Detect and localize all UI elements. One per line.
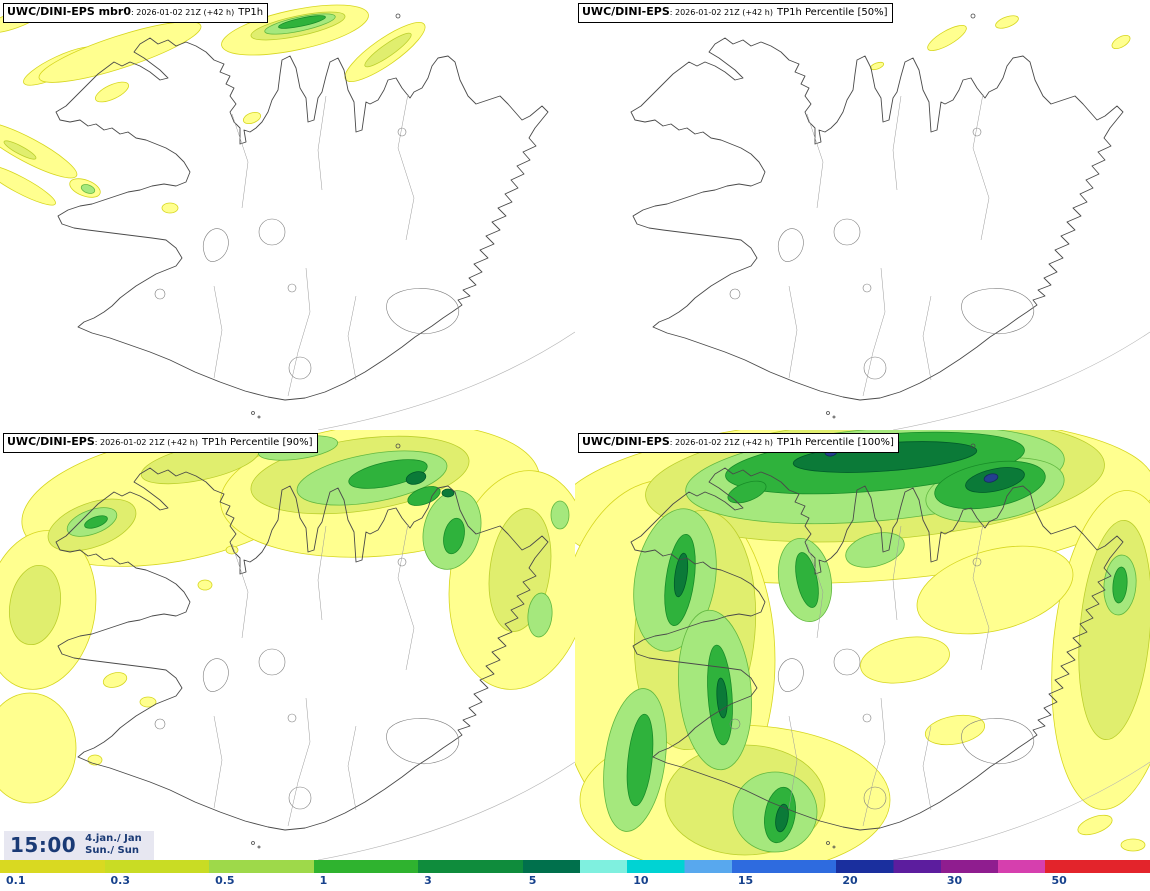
legend-segment: [418, 860, 523, 873]
legend-segment: [209, 860, 314, 873]
legend-label: 3: [424, 874, 432, 887]
iceland-map-percentile-90: [0, 430, 575, 860]
panel-grid: UWC/DINI-EPS mbr0: 2026-01-02 21Z (+42 h…: [0, 0, 1150, 860]
legend-segment: [0, 860, 105, 873]
colorbar-legend: 0.1 0.3 0.5 1 3 5 10 15 20 30 50: [0, 860, 1150, 891]
precip-field: [0, 4, 426, 214]
valid-day-line: Sun./ Sun: [85, 845, 139, 856]
legend-label: 0.1: [6, 874, 26, 887]
legend-segment: [104, 860, 210, 873]
legend-label: 0.3: [110, 874, 131, 887]
iceland-map-percentile-100: [575, 430, 1150, 860]
precip-field: [869, 15, 1131, 71]
valid-time: 15:00: [10, 833, 77, 857]
legend-label: 1: [319, 874, 328, 887]
legend-label: 50: [1051, 874, 1067, 887]
precip-field: [575, 430, 1150, 860]
model-name: UWC/DINI-EPS: [7, 435, 95, 448]
panel-percentile-100: UWC/DINI-EPS: 2026-01-02 21Z (+42 h) TP1h…: [575, 430, 1150, 860]
valid-time-box: 15:00 4.jan./ Jan Sun./ Sun: [4, 831, 154, 860]
run-info: : 2026-01-02 21Z (+42 h): [669, 438, 773, 447]
model-name: UWC/DINI-EPS: [582, 5, 670, 18]
legend-segment: [836, 860, 941, 873]
panel-percentile-50: UWC/DINI-EPS: 2026-01-02 21Z (+42 h) TP1h…: [575, 0, 1150, 430]
valid-date-line: 4.jan./ Jan: [85, 833, 142, 844]
model-name: UWC/DINI-EPS mbr0: [7, 5, 131, 18]
panel-title: UWC/DINI-EPS mbr0: 2026-01-02 21Z (+42 h…: [3, 3, 269, 23]
run-info: : 2026-01-02 21Z (+42 h): [131, 8, 235, 17]
legend-strip: [0, 860, 1150, 873]
legend-segment: [522, 860, 628, 873]
param-name: TP1h Percentile [90%]: [201, 437, 313, 448]
model-name: UWC/DINI-EPS: [582, 435, 670, 448]
legend-label: 30: [946, 874, 963, 887]
run-info: : 2026-01-02 21Z (+42 h): [94, 438, 198, 447]
legend-label: 10: [633, 874, 649, 887]
valid-date: 4.jan./ Jan Sun./ Sun: [85, 833, 142, 857]
param-name: TP1h: [238, 7, 264, 18]
param-name: TP1h Percentile [100%]: [776, 437, 894, 448]
legend-segment: [627, 860, 732, 873]
panel-title: UWC/DINI-EPS: 2026-01-02 21Z (+42 h) TP1h…: [3, 433, 318, 453]
precip-field: [0, 430, 575, 804]
legend-labels: 0.1 0.3 0.5 1 3 5 10 15 20 30 50: [0, 873, 1150, 890]
coastline: [630, 13, 1150, 430]
panel-percentile-90: UWC/DINI-EPS: 2026-01-02 21Z (+42 h) TP1h…: [0, 430, 575, 860]
legend-segment: [731, 860, 837, 873]
legend-label: 15: [737, 874, 754, 887]
iceland-map-member-0: [0, 4, 575, 430]
legend-label: 5: [528, 874, 537, 887]
panel-title: UWC/DINI-EPS: 2026-01-02 21Z (+42 h) TP1h…: [578, 3, 893, 23]
legend-segment: [940, 860, 1046, 873]
legend-label: 0.5: [215, 874, 235, 887]
param-name: TP1h Percentile [50%]: [776, 7, 888, 18]
panel-title: UWC/DINI-EPS: 2026-01-02 21Z (+42 h) TP1h…: [578, 433, 899, 453]
run-info: : 2026-01-02 21Z (+42 h): [669, 8, 773, 17]
panel-member-0: UWC/DINI-EPS mbr0: 2026-01-02 21Z (+42 h…: [0, 0, 575, 430]
coastline: [55, 13, 575, 430]
iceland-map-percentile-50: [630, 13, 1150, 430]
legend-label: 20: [842, 874, 858, 887]
legend-segment: [1045, 860, 1150, 873]
legend-segment: [313, 860, 419, 873]
